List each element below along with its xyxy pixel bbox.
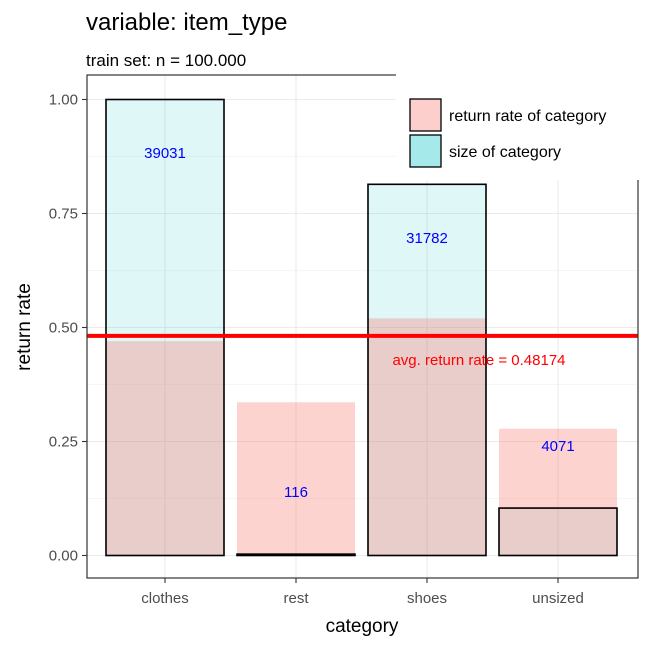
y-axis-title: return rate: [14, 283, 35, 371]
size-bar-outline-unsized: [498, 507, 618, 557]
count-label-rest: 116: [284, 484, 308, 501]
x-tick-label-clothes: clothes: [141, 590, 189, 607]
y-tick-label: 0.50: [49, 320, 78, 337]
legend-background: [396, 74, 639, 180]
return-rate-bar-rest: [237, 402, 355, 556]
return-rate-bar-shoes: [368, 318, 486, 556]
y-tick-label: 0.00: [49, 548, 78, 565]
legend-label-size: size of category: [449, 144, 561, 161]
bar-labels: 39031 116 31782 4071 avg. return rate = 0.48…: [144, 145, 575, 501]
legend-key-return-rate: [409, 98, 442, 132]
size-bar-outline-clothes: [105, 98, 225, 557]
legend-key-size: [409, 134, 442, 168]
size-bar-outline-shoes: [367, 183, 487, 557]
x-axis-title: category: [326, 616, 399, 637]
count-label-unsized: 4071: [541, 438, 574, 455]
bars: [105, 98, 618, 557]
size-bar-clothes: [106, 99, 224, 556]
legend: return rate of category size of category: [396, 74, 639, 180]
plot-border: [86, 74, 639, 579]
size-bar-outline-rest: [236, 553, 356, 557]
return-rate-bar-unsized: [499, 428, 617, 556]
y-tick-label: 1.00: [49, 92, 78, 109]
count-label-clothes: 39031: [144, 145, 186, 162]
count-label-shoes: 31782: [406, 230, 448, 247]
x-tick-label-rest: rest: [283, 590, 309, 607]
avg-return-rate-label: avg. return rate = 0.48174: [392, 352, 565, 369]
y-axis: 0.00 0.25 0.50 0.75 1.00: [49, 92, 87, 565]
x-axis: clothes rest shoes unsized: [141, 578, 584, 607]
size-bar-unsized: [499, 508, 617, 556]
return-rate-bar-clothes: [106, 341, 224, 556]
chart-subtitle: train set: n = 100.000: [86, 51, 246, 70]
chart-title: variable: item_type: [86, 9, 287, 36]
size-bar-shoes: [368, 184, 486, 556]
y-tick-label: 0.25: [49, 434, 78, 451]
y-tick-label: 0.75: [49, 206, 78, 223]
x-tick-label-unsized: unsized: [532, 590, 584, 607]
legend-label-return-rate: return rate of category: [449, 108, 606, 125]
x-tick-label-shoes: shoes: [407, 590, 447, 607]
